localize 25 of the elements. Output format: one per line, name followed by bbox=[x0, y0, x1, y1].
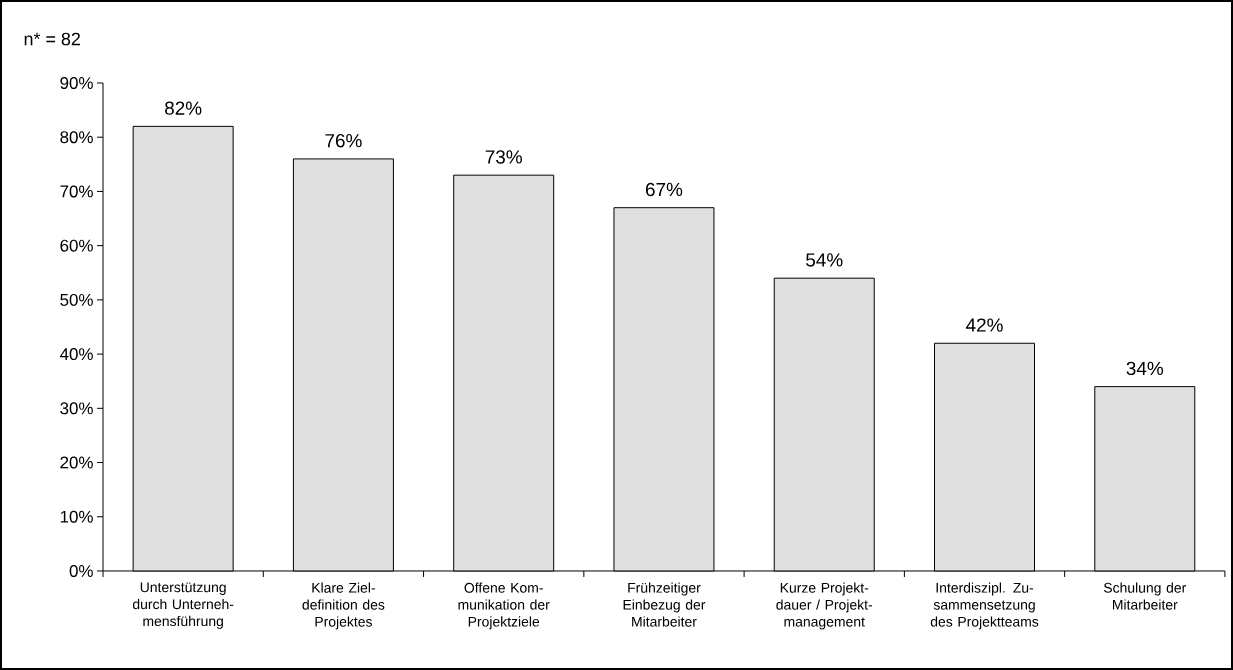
y-tick-label: 60% bbox=[60, 239, 93, 252]
chart-title: n* = 82 bbox=[24, 32, 80, 46]
y-tick-label: 30% bbox=[60, 402, 93, 415]
x-tick-label: Schulung der Mitarbeiter bbox=[1103, 582, 1187, 610]
y-tick-label: 40% bbox=[59, 348, 93, 361]
x-tick-label: Offene Kom- munikation der Projektziele bbox=[458, 582, 550, 630]
y-tick-label: 90% bbox=[60, 76, 93, 89]
data-label: 82% bbox=[165, 101, 202, 115]
y-tick-label: 0% bbox=[69, 564, 93, 577]
y-tick-label: 50% bbox=[60, 293, 93, 306]
x-tick-label: Frühzeitiger Einbezug der Mitarbeiter bbox=[623, 582, 706, 627]
x-tick-label: Unterstützung durch Unterneh- mensführung bbox=[132, 582, 234, 629]
y-tick-label: 80% bbox=[60, 131, 93, 144]
y-tick-label: 20% bbox=[60, 456, 93, 469]
x-tick-label: Kurze Projekt- dauer / Projekt- management bbox=[776, 582, 873, 630]
x-tick-label: Klare Ziel- definition des Projektes bbox=[302, 582, 385, 630]
y-tick-label: 10% bbox=[60, 510, 93, 523]
data-label: 76% bbox=[325, 133, 362, 148]
data-label: 42% bbox=[966, 318, 1003, 332]
data-label: 34% bbox=[1126, 361, 1164, 376]
data-label: 67% bbox=[645, 182, 683, 197]
data-label: 73% bbox=[485, 150, 522, 164]
x-tick-label: Interdiszipl. Zu- sammensetzung des Projektteams bbox=[930, 582, 1039, 630]
data-label: 54% bbox=[806, 253, 843, 267]
y-tick-label: 70% bbox=[60, 185, 93, 198]
